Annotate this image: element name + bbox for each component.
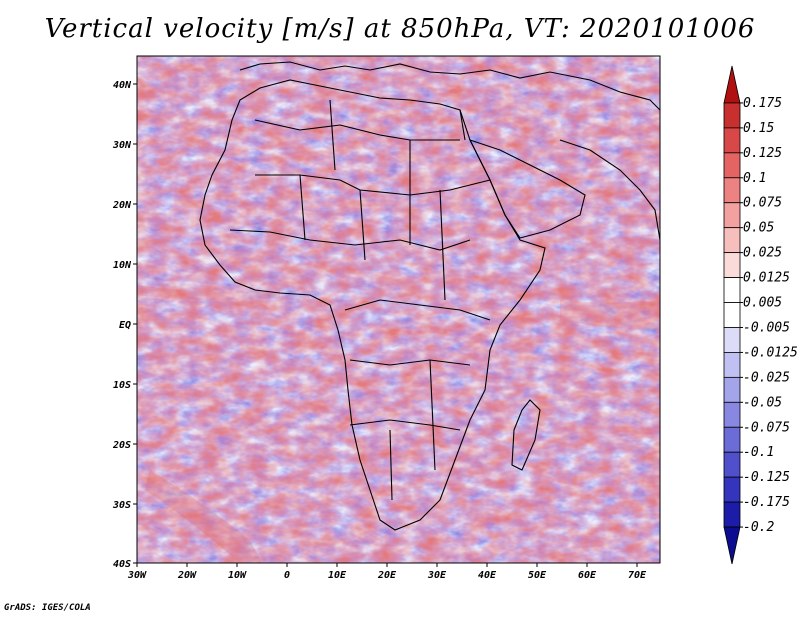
lon-label-10w: 10W (228, 570, 247, 581)
credit-text: GrADS: IGES/COLA (4, 603, 91, 613)
colorbar-label: -0.005 (743, 320, 790, 335)
colorbar-label: -0.125 (743, 470, 790, 485)
lon-label-30e: 30E (427, 570, 447, 581)
velocity-field (137, 56, 660, 563)
lat-label-10s: 10S (113, 380, 131, 391)
colorbar: 0.175 0.15 0.125 0.1 0.075 0.05 0.025 0.0125 0.0… (723, 65, 798, 565)
lon-label-50e: 50E (528, 570, 547, 581)
lon-label-0: 0 (284, 570, 290, 581)
colorbar-label: 0.15 (743, 121, 774, 136)
lat-label-40n: 40N (113, 80, 132, 91)
colorbar-label: -0.0125 (743, 345, 798, 360)
lat-label-eq: EQ (119, 320, 131, 331)
map-frame (136, 55, 661, 564)
colorbar-label: 0.025 (743, 246, 782, 261)
colorbar-label: -0.075 (743, 420, 790, 435)
colorbar-swatch (723, 277, 741, 303)
colorbar-label: -0.175 (743, 495, 790, 510)
colorbar-swatch (723, 252, 741, 278)
colorbar-label: 0.175 (743, 96, 782, 111)
map-title: Vertical velocity [m/s] at 850hPa, VT: 2… (44, 14, 756, 44)
lat-label-30n: 30N (112, 140, 132, 151)
colorbar-swatch (723, 327, 741, 353)
lat-axis: 40N 30N 20N 10N EQ 10S 20S 30S 40S (112, 80, 137, 570)
colorbar-swatch (723, 227, 741, 254)
colorbar-label: -0.2 (743, 520, 774, 535)
lon-label-60e: 60E (578, 570, 597, 581)
coastlines (199, 61, 660, 531)
colorbar-swatch (723, 451, 741, 478)
lon-axis: 30W 20W 10W 0 10E 20E 30E 40E 50E 60E 70… (127, 563, 647, 581)
colorbar-swatch (723, 102, 741, 129)
lon-label-20w: 20W (177, 570, 197, 581)
colorbar-label: 0.05 (743, 221, 774, 236)
colorbar-label: 0.0125 (743, 271, 790, 286)
colorbar-swatch (723, 526, 741, 565)
colorbar-label: 0.075 (743, 196, 782, 211)
colorbar-label: -0.05 (743, 395, 782, 410)
lon-label-40e: 40E (478, 570, 497, 581)
colorbar-swatch (723, 426, 741, 453)
colorbar-swatch (723, 65, 741, 104)
lat-label-10n: 10N (113, 260, 132, 271)
colorbar-label: 0.1 (743, 171, 766, 186)
lat-label-20s: 20S (112, 440, 131, 451)
lat-label-30s: 30S (112, 500, 131, 511)
colorbar-swatch (723, 177, 741, 204)
colorbar-swatch (723, 401, 741, 428)
colorbar-label: 0.125 (743, 146, 782, 161)
colorbar-swatch (723, 476, 741, 503)
colorbar-swatch (723, 352, 741, 378)
lat-label-40s: 40S (113, 559, 131, 570)
colorbar-swatch (723, 302, 741, 328)
colorbar-label: -0.025 (743, 370, 790, 385)
colorbar-swatch (723, 152, 741, 179)
lon-label-30w: 30W (127, 570, 147, 581)
colorbar-label: 0.005 (743, 296, 782, 311)
lat-label-20n: 20N (112, 200, 132, 211)
colorbar-swatch (723, 127, 741, 154)
colorbar-swatch (723, 376, 741, 403)
lon-label-20e: 20E (377, 570, 397, 581)
colorbar-label: -0.1 (743, 445, 774, 460)
colorbar-swatch (723, 202, 741, 229)
lon-label-70e: 70E (628, 570, 647, 581)
colorbar-swatch (723, 501, 741, 528)
lon-label-10e: 10E (328, 570, 347, 581)
